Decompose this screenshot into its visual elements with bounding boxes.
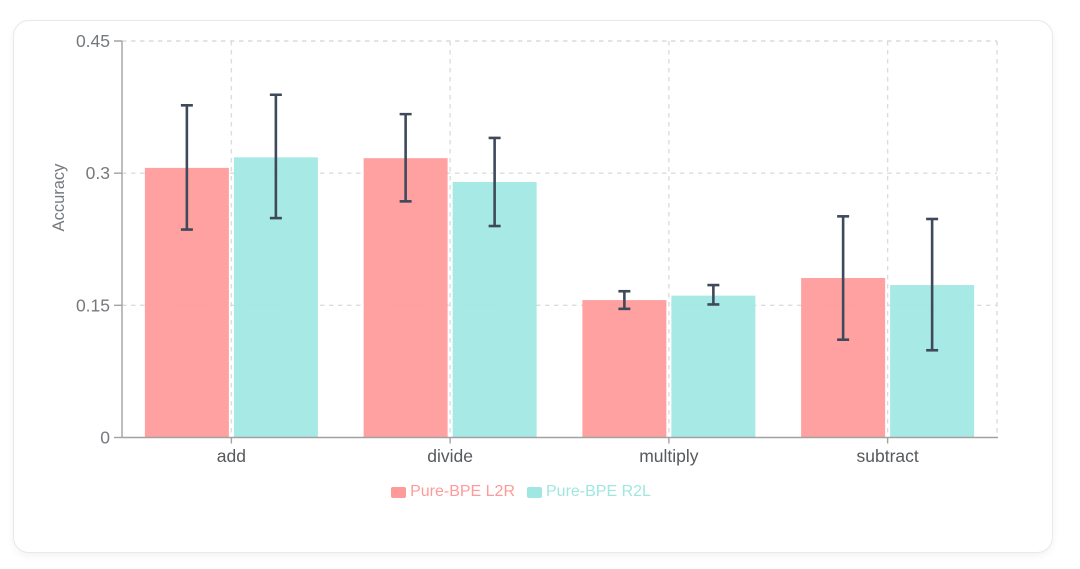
x-category-label-add: add — [217, 446, 246, 466]
legend-label: Pure-BPE R2L — [546, 483, 651, 500]
y-tick-label: 0.15 — [76, 295, 110, 315]
y-tick-label: 0.45 — [76, 31, 110, 51]
legend-item-pure-bpe-r2l[interactable]: Pure-BPE R2L — [527, 482, 651, 502]
y-axis-title: Accuracy — [50, 163, 68, 232]
x-category-label-divide: divide — [427, 446, 473, 466]
chart-card: 0 0.15 0.3 0.45 add divide multiply subtract Acc… — [13, 20, 1053, 553]
legend-label: Pure-BPE L2R — [410, 483, 515, 500]
accuracy-bar-chart: 0 0.15 0.3 0.45 add divide multiply subtract Acc… — [50, 31, 998, 466]
x-category-label-multiply: multiply — [639, 446, 699, 466]
y-tick-label: 0.3 — [86, 163, 110, 183]
y-tick-label: 0 — [100, 428, 110, 448]
bar-multiply-pure-bpe-l2r — [582, 300, 667, 438]
legend-swatch-pure-bpe-r2l — [527, 486, 542, 498]
chart-legend: Pure-BPE L2R Pure-BPE R2L — [14, 482, 1052, 502]
bar-divide-pure-bpe-l2r — [363, 158, 448, 438]
bar-multiply-pure-bpe-r2l — [671, 295, 756, 438]
x-category-label-subtract: subtract — [857, 446, 919, 466]
legend-swatch-pure-bpe-l2r — [391, 486, 407, 498]
legend-item-pure-bpe-l2r[interactable]: Pure-BPE L2R — [391, 482, 515, 502]
